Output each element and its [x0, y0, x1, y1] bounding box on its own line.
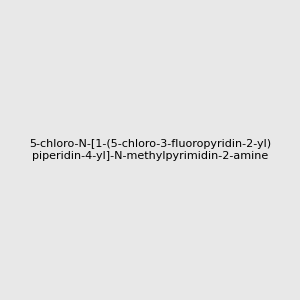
Text: 5-chloro-N-[1-(5-chloro-3-fluoropyridin-2-yl)
piperidin-4-yl]-N-methylpyrimidin-: 5-chloro-N-[1-(5-chloro-3-fluoropyridin-… — [29, 139, 271, 161]
